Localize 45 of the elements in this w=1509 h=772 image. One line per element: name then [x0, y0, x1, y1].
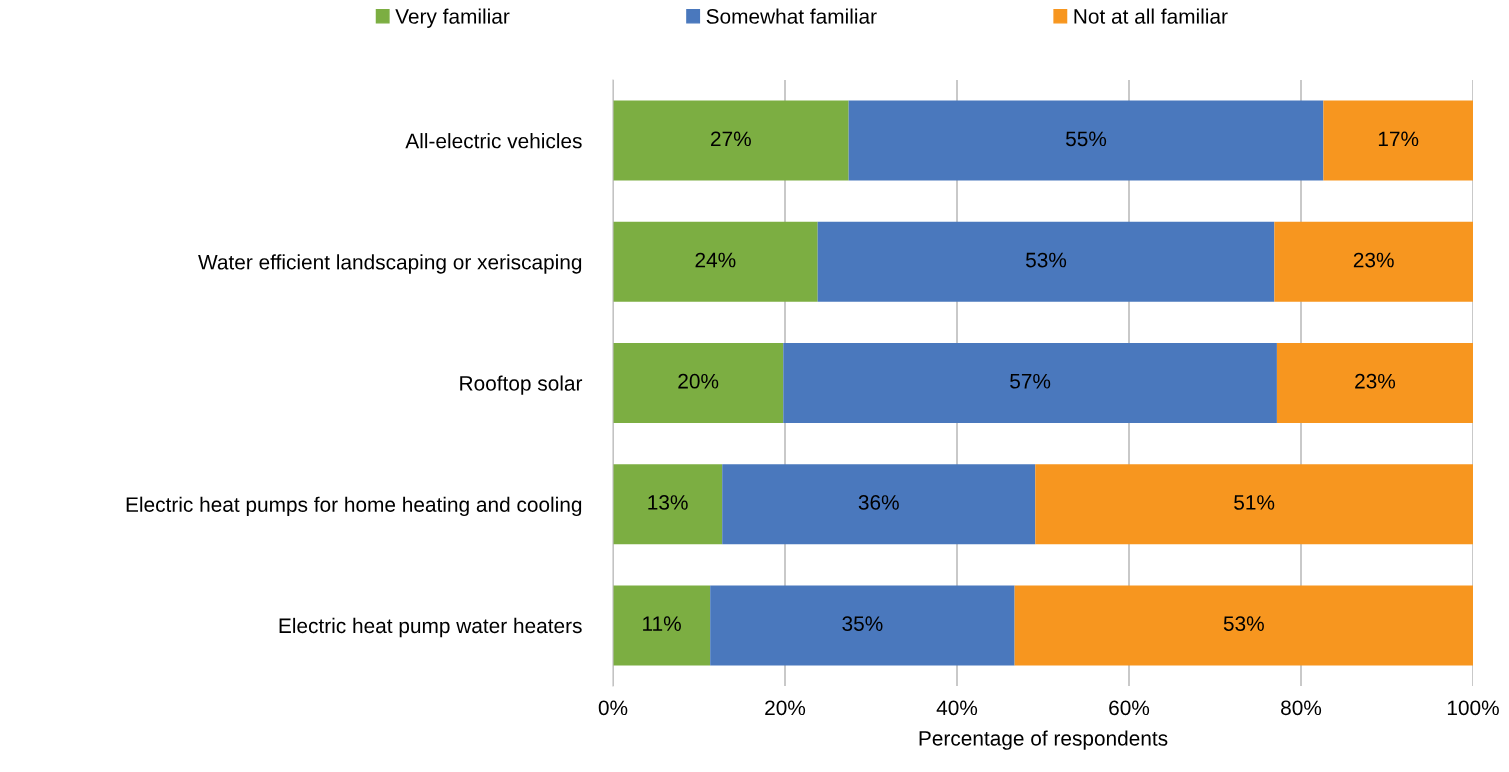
- data-label: 57%: [1010, 373, 1051, 389]
- data-label: 20%: [678, 373, 719, 389]
- data-label: 24%: [695, 252, 736, 268]
- legend-label: Somewhat familiar: [706, 8, 877, 24]
- legend-label: Not at all familiar: [1074, 8, 1228, 24]
- data-label: 35%: [842, 616, 883, 631]
- bar: [613, 585, 711, 666]
- data-label: 53%: [1223, 616, 1264, 631]
- legend-label: Very familiar: [395, 8, 510, 28]
- x-tick-label: 100%: [1447, 700, 1499, 716]
- bar: [1276, 343, 1473, 423]
- bar: [613, 100, 849, 181]
- bar: [783, 343, 1277, 423]
- bar: [710, 585, 1015, 666]
- bar: [722, 464, 1036, 545]
- y-tick-label: Water efficient landscaping or xeriscaping: [198, 254, 582, 274]
- x-tick-label: 80%: [1281, 700, 1322, 716]
- y-tick-label: Electric heat pumps for home heating and cooling: [126, 496, 582, 517]
- bar: [613, 343, 784, 423]
- bar: [1323, 100, 1473, 181]
- bar: [613, 221, 818, 302]
- x-tick-label: 0%: [598, 700, 628, 716]
- data-label: 53%: [1026, 252, 1067, 268]
- bar: [848, 100, 1324, 181]
- bar: [613, 464, 723, 545]
- y-tick-label: All-electric vehicles: [405, 133, 582, 149]
- data-label: 17%: [1378, 131, 1419, 147]
- x-tick-label: 60%: [1109, 700, 1150, 716]
- x-axis-title: Percentage of respondents: [919, 730, 1168, 750]
- x-tick-label: 20%: [765, 700, 806, 716]
- bar: [1274, 221, 1473, 302]
- bar: [1035, 464, 1473, 545]
- data-label: 13%: [648, 495, 688, 510]
- data-label: 36%: [858, 495, 899, 510]
- data-label: 51%: [1234, 495, 1275, 510]
- data-label: 27%: [711, 131, 751, 147]
- bar: [1014, 585, 1473, 666]
- y-tick-label: Rooftop solar: [460, 375, 583, 395]
- data-label: 11%: [643, 616, 681, 631]
- bar: [817, 221, 1275, 302]
- x-tick-label: 40%: [936, 700, 978, 716]
- data-label: 23%: [1353, 252, 1394, 268]
- data-label: 23%: [1355, 373, 1396, 389]
- data-label: 55%: [1065, 131, 1107, 147]
- y-tick-label: Electric heat pump water heaters: [279, 617, 582, 638]
